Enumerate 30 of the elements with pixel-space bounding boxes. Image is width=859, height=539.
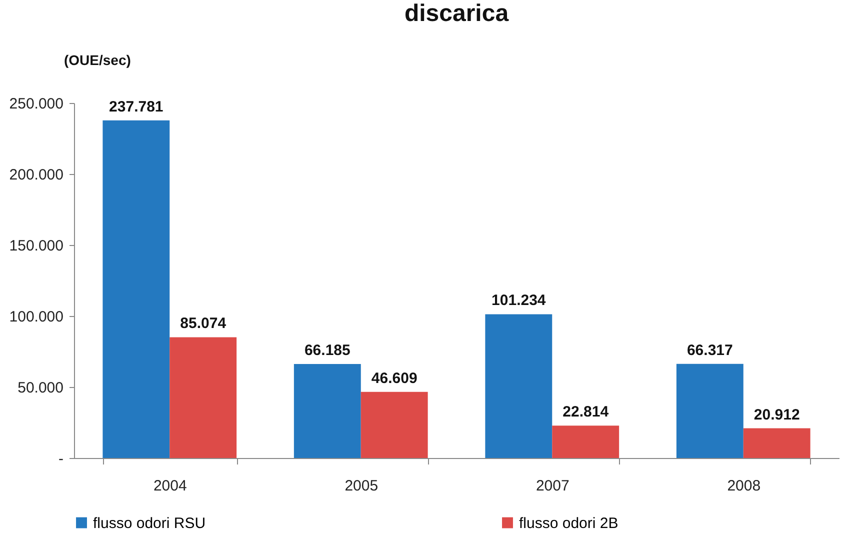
bar — [485, 314, 552, 458]
data-label: 101.234 — [492, 292, 546, 310]
legend-label: flusso odori RSU — [93, 514, 206, 532]
x-tick-label: 2007 — [536, 478, 570, 494]
bar — [360, 392, 428, 458]
y-tick-label: - — [58, 450, 64, 468]
bar — [102, 120, 170, 458]
bar — [170, 337, 237, 458]
legend-label: flusso odori 2B — [519, 514, 618, 532]
bar — [294, 364, 361, 458]
data-label: 46.609 — [371, 370, 418, 387]
y-tick-label: 50.000 — [18, 380, 64, 396]
bar — [552, 426, 620, 458]
x-tick-label: 2008 — [727, 478, 761, 494]
y-tick-label: 100.000 — [9, 308, 64, 326]
chart-title: discarica — [404, 0, 510, 27]
bar — [676, 364, 744, 458]
data-label: 22.814 — [562, 404, 610, 421]
bar — [743, 428, 810, 458]
data-label: 237.781 — [109, 98, 164, 116]
data-label: 66.185 — [304, 342, 350, 360]
data-label: 20.912 — [754, 406, 800, 424]
data-label: 66.317 — [686, 342, 733, 359]
y-tick-label: 200.000 — [9, 166, 64, 184]
y-axis-title: (OUE/sec) — [64, 52, 131, 68]
x-tick-label: 2004 — [153, 478, 187, 494]
y-tick-label: 150.000 — [9, 238, 64, 254]
x-tick-label: 2005 — [344, 478, 378, 494]
data-label: 85.074 — [180, 315, 227, 332]
y-tick-label: 250.000 — [9, 96, 64, 112]
